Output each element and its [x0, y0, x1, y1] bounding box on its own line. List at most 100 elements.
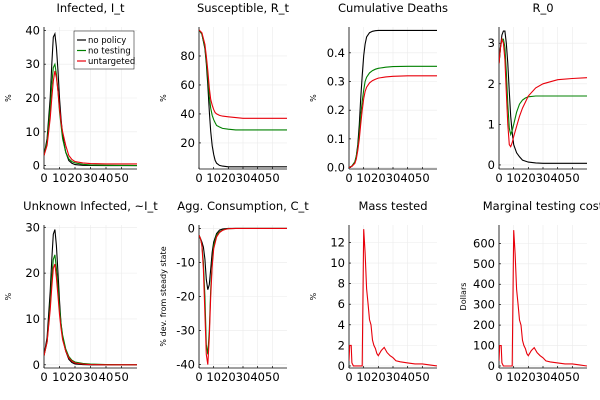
y-axis-label: % dev. from steady state — [159, 246, 168, 346]
x-tick-label: 0 — [40, 370, 47, 384]
series-line-untargeted — [499, 230, 587, 367]
x-tick-label: 10 — [52, 370, 67, 384]
x-tick-label: 0 — [495, 171, 502, 185]
y-tick-label: 20 — [180, 136, 195, 150]
x-tick-label: 10 — [206, 171, 221, 185]
y-tick-label: 200 — [473, 318, 495, 332]
y-tick-label: -20 — [176, 290, 195, 304]
y-tick-label: 0.2 — [327, 103, 345, 117]
panel-title: Unknown Infected, ~I_t — [23, 199, 158, 213]
y-tick-label: 20 — [25, 91, 40, 105]
series-line-untargeted — [44, 70, 137, 165]
y-tick-label: 0.0 — [327, 161, 345, 175]
series-line-untargeted — [44, 263, 137, 366]
x-tick-label: 50 — [415, 171, 430, 185]
y-tick-label: 300 — [473, 298, 495, 312]
x-tick-label: 30 — [536, 370, 551, 384]
x-tick-label: 40 — [400, 171, 415, 185]
legend-label-no-testing: no testing — [88, 47, 131, 57]
y-tick-label: 500 — [473, 257, 495, 271]
panel-title: Susceptible, R_t — [197, 1, 290, 15]
y-tick-label: 0 — [188, 221, 195, 235]
x-tick-label: 30 — [536, 171, 551, 185]
y-tick-label: 80 — [180, 49, 195, 63]
x-tick-label: 40 — [250, 171, 265, 185]
x-tick-label: 40 — [550, 171, 565, 185]
y-tick-label: 0.3 — [327, 75, 345, 89]
x-tick-label: 30 — [83, 171, 98, 185]
x-tick-label: 20 — [221, 171, 236, 185]
x-tick-label: 10 — [206, 370, 221, 384]
y-tick-label: 30 — [25, 220, 40, 234]
y-tick-label: 20 — [25, 266, 40, 280]
y-tick-label: -30 — [176, 324, 195, 338]
y-axis-label: % — [4, 292, 13, 300]
y-tick-label: 0 — [488, 359, 495, 373]
x-tick-label: 30 — [83, 370, 98, 384]
y-tick-label: 600 — [473, 236, 495, 250]
x-tick-label: 20 — [521, 370, 536, 384]
y-tick-label: 30 — [25, 57, 40, 71]
x-tick-label: 10 — [52, 171, 67, 185]
x-tick-label: 50 — [565, 370, 580, 384]
x-tick-label: 50 — [565, 171, 580, 185]
y-axis-label: Dollars — [459, 283, 468, 311]
y-tick-label: 10 — [330, 256, 345, 270]
y-tick-label: 2 — [338, 338, 345, 352]
y-tick-label: 60 — [180, 78, 195, 92]
series-line-untargeted — [349, 75, 437, 169]
panel-title: Marginal testing cost — [483, 199, 600, 213]
y-tick-label: 4 — [338, 318, 345, 332]
series-line-untargeted — [199, 227, 287, 365]
x-tick-label: 10 — [506, 370, 521, 384]
y-tick-label: 100 — [473, 339, 495, 353]
y-tick-label: 6 — [338, 297, 345, 311]
x-tick-label: 40 — [400, 370, 415, 384]
x-tick-label: 10 — [356, 171, 371, 185]
x-tick-label: 0 — [345, 370, 352, 384]
x-tick-label: 30 — [386, 370, 401, 384]
series-line-untargeted — [349, 229, 437, 367]
y-tick-label: 12 — [330, 235, 345, 249]
y-tick-label: 10 — [25, 312, 40, 326]
series-line-untargeted — [499, 37, 587, 148]
y-axis-label: % — [309, 94, 318, 102]
x-tick-label: 30 — [236, 171, 251, 185]
x-tick-label: 10 — [506, 171, 521, 185]
y-tick-label: 40 — [180, 107, 195, 121]
y-tick-label: -40 — [176, 358, 195, 372]
y-tick-label: 0 — [488, 158, 495, 172]
x-tick-label: 40 — [99, 370, 114, 384]
x-tick-label: 20 — [521, 171, 536, 185]
x-tick-label: 20 — [68, 171, 83, 185]
x-tick-label: 40 — [250, 370, 265, 384]
y-axis-label: % — [159, 94, 168, 102]
y-tick-label: 40 — [25, 23, 40, 37]
x-tick-label: 20 — [221, 370, 236, 384]
y-tick-label: 0.4 — [327, 46, 345, 60]
legend-label-untargeted: untargeted — [88, 57, 135, 67]
panel-3: 0 10 20 30 40 50 0.0 0.1 0.2 0.3 0.4 Cumulative Dea… — [309, 1, 448, 185]
panel-6: 0 10 20 30 40 50 0 -10 -20 -30 -40 Agg. Consumption… — [159, 199, 309, 384]
legend-label-no-policy: no policy — [88, 36, 126, 46]
x-tick-label: 0 — [195, 370, 202, 384]
y-tick-label: 1 — [488, 117, 495, 131]
x-tick-label: 50 — [114, 370, 129, 384]
panel-4: 0 10 20 30 40 50 0 1 2 3 R_0 — [488, 1, 587, 185]
series-line-no-testing — [499, 38, 587, 137]
panel-title: Mass tested — [358, 199, 427, 213]
x-tick-label: 30 — [236, 370, 251, 384]
x-tick-label: 0 — [495, 370, 502, 384]
y-tick-label: 0 — [33, 358, 40, 372]
panel-title: Agg. Consumption, C_t — [177, 199, 309, 213]
x-tick-label: 30 — [386, 171, 401, 185]
y-tick-label: 0.1 — [327, 132, 345, 146]
y-tick-label: 400 — [473, 277, 495, 291]
x-tick-label: 0 — [345, 171, 352, 185]
series-line-untargeted — [199, 29, 287, 119]
x-tick-label: 40 — [99, 171, 114, 185]
